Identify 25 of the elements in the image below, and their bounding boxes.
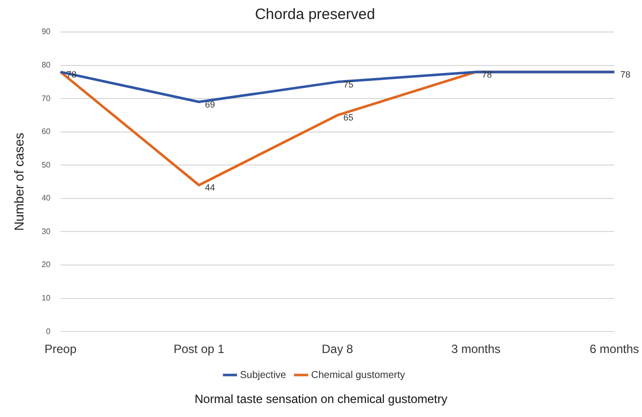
y-tick-label: 90 <box>42 27 52 36</box>
data-label: 78 <box>620 69 630 80</box>
y-tick-label: 20 <box>42 260 52 270</box>
y-tick-label: 80 <box>42 60 52 70</box>
data-label: 44 <box>204 182 215 193</box>
y-axis-title: Number of cases <box>11 132 26 231</box>
y-tick-label: 40 <box>42 194 52 203</box>
y-tick-label: 10 <box>42 294 52 303</box>
y-tick-label: 50 <box>42 160 52 170</box>
data-label: 75 <box>343 79 354 90</box>
chart-title: Chorda preserved <box>254 6 376 24</box>
data-label: 69 <box>204 99 215 110</box>
x-tick-label: 3 months <box>451 342 501 356</box>
x-tick-label: 6 months <box>590 342 639 356</box>
y-tick-label: 30 <box>42 226 52 236</box>
y-tick-label: 0 <box>46 326 52 336</box>
x-tick-label: Post op 1 <box>174 342 225 356</box>
y-tick-label: 70 <box>42 94 52 103</box>
text: Normal taste sensation on chemical gustometry <box>194 392 448 406</box>
legend-label: Chemical gustomerty <box>311 370 406 381</box>
x-tick-label: Day 8 <box>322 342 354 356</box>
y-tick-label: 60 <box>42 127 52 136</box>
data-label: 65 <box>343 112 354 123</box>
legend-label: Subjective <box>240 370 287 381</box>
x-tick-label: Preop <box>44 342 77 356</box>
